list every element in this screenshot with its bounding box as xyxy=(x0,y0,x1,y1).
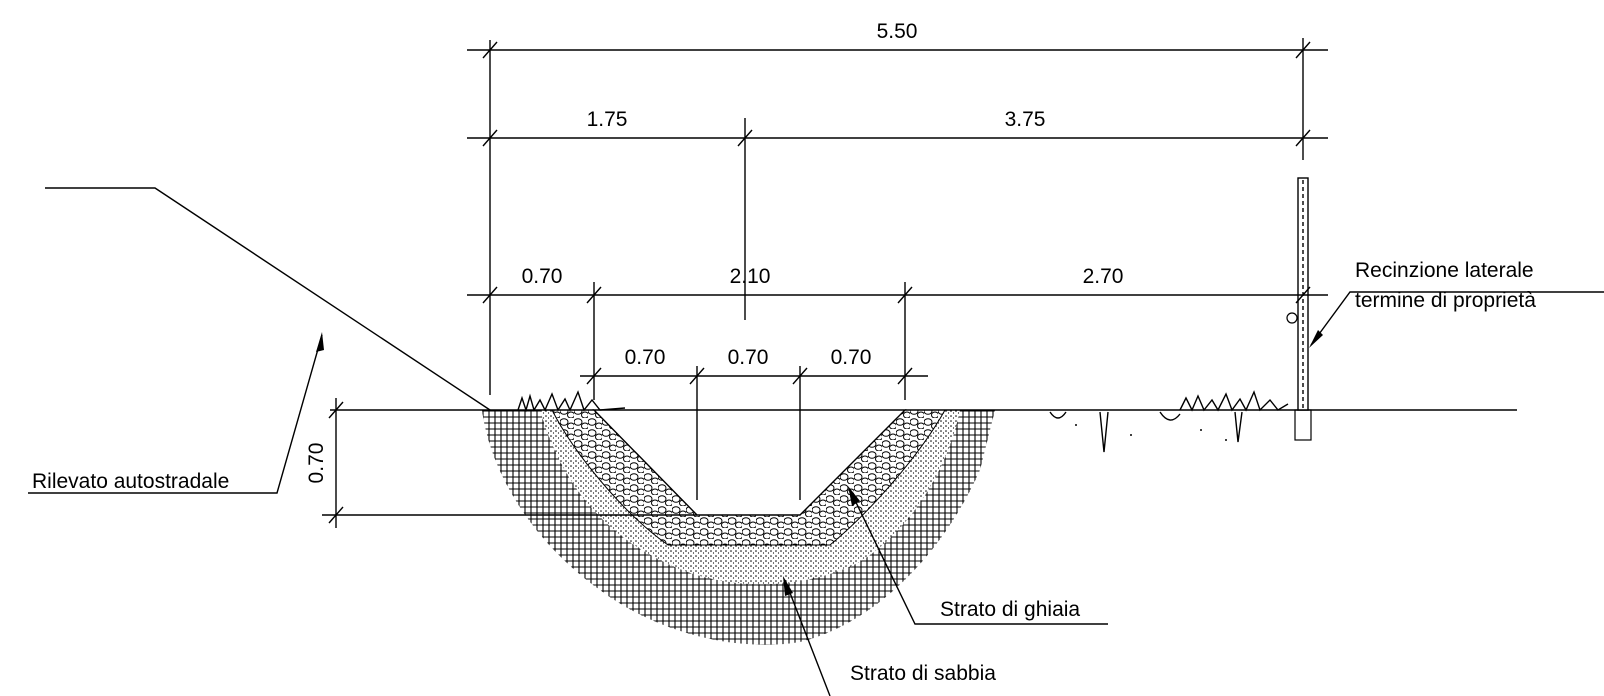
leader xyxy=(784,579,831,696)
dimension-tick xyxy=(737,129,753,147)
dimension-tick xyxy=(328,401,344,419)
ditch xyxy=(592,409,907,516)
dimension-tick xyxy=(328,506,344,524)
leader xyxy=(1310,291,1604,346)
dimension-ticks xyxy=(328,41,1311,524)
dimension-tick xyxy=(792,367,808,385)
arrowhead xyxy=(848,486,860,506)
dimension-text: 0.70 xyxy=(522,265,563,288)
label: Rilevato autostradale xyxy=(32,470,229,493)
label: termine di proprietà xyxy=(1355,289,1536,312)
dimension-text: 0.70 xyxy=(625,346,666,369)
fence-bolt xyxy=(1286,312,1298,324)
dimension-text: 1.75 xyxy=(587,108,628,131)
dimension-tick xyxy=(586,286,602,304)
fence-footing xyxy=(1294,409,1312,441)
dimension-tick xyxy=(586,367,602,385)
dimension-text: 0.70 xyxy=(305,443,328,484)
dimension-tick xyxy=(482,286,498,304)
dimension-tick xyxy=(1295,129,1311,147)
dimension-text: 3.75 xyxy=(1005,108,1046,131)
dimension-tick xyxy=(482,41,498,59)
embankment-line xyxy=(45,187,491,411)
arrowhead xyxy=(783,576,793,596)
dimension-tick xyxy=(897,367,913,385)
dimension-tick xyxy=(897,286,913,304)
dimension-text: 0.70 xyxy=(831,346,872,369)
arrowhead xyxy=(316,332,324,352)
label: Strato di sabbia xyxy=(850,662,996,685)
grass xyxy=(517,390,626,413)
leader xyxy=(849,489,1108,625)
grass xyxy=(1179,390,1289,412)
label: Recinzione laterale xyxy=(1355,259,1534,282)
arrowhead xyxy=(1309,330,1323,348)
dimension-tick xyxy=(1295,286,1311,304)
label: Strato di ghiaia xyxy=(940,598,1080,621)
dimension-tick xyxy=(1295,41,1311,59)
dimension-text: 2.70 xyxy=(1083,265,1124,288)
dimension-text: 2.10 xyxy=(730,265,771,288)
dimension-text: 5.50 xyxy=(877,20,918,43)
leader xyxy=(28,334,323,494)
dimension-tick xyxy=(689,367,705,385)
extension-lines xyxy=(322,38,1328,528)
dimension-tick xyxy=(482,129,498,147)
ground-texture xyxy=(1049,411,1243,453)
dimension-text: 0.70 xyxy=(728,346,769,369)
